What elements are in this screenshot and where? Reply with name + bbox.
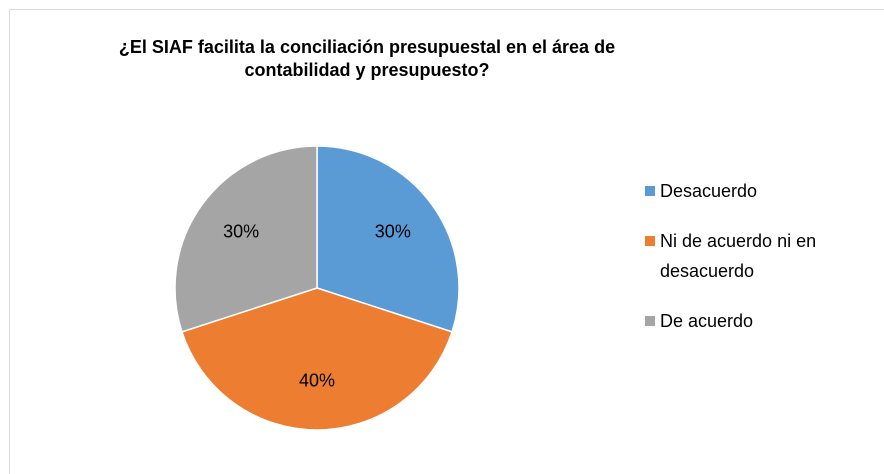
legend-swatch (645, 236, 655, 246)
pie-slice (316, 145, 460, 333)
legend-item: Ni de acuerdo ni en desacuerdo (645, 226, 875, 286)
chart-border (9, 9, 884, 474)
legend-item: Desacuerdo (645, 176, 875, 206)
legend-label: Ni de acuerdo ni en desacuerdo (660, 231, 817, 281)
pie-slice (174, 145, 318, 333)
legend-swatch (645, 316, 655, 326)
legend-label: De acuerdo (660, 311, 754, 331)
pie-slice (181, 287, 453, 431)
data-label: 40% (299, 370, 335, 390)
data-label: 30% (375, 222, 411, 242)
legend: Desacuerdo Ni de acuerdo ni en desacuerdo… (645, 176, 875, 356)
data-label: 30% (223, 222, 259, 242)
chart-title: ¿El SIAF facilita la conciliación presup… (118, 37, 616, 80)
legend-label: Desacuerdo (660, 181, 758, 201)
legend-swatch (645, 186, 655, 196)
legend-item: De acuerdo (645, 306, 875, 336)
